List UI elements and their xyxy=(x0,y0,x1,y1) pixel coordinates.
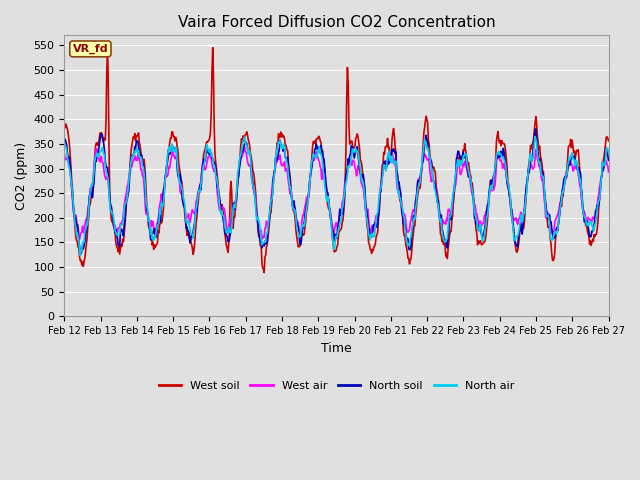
X-axis label: Time: Time xyxy=(321,342,352,355)
Line: North air: North air xyxy=(65,136,609,255)
West air xyxy=(76,237,83,242)
West air xyxy=(241,144,248,150)
North air xyxy=(182,219,190,225)
Y-axis label: CO2 (ppm): CO2 (ppm) xyxy=(15,142,28,210)
North air xyxy=(127,159,135,165)
North air xyxy=(403,240,411,245)
West air xyxy=(61,152,68,157)
West air xyxy=(127,162,135,168)
North soil xyxy=(211,161,219,167)
Text: VR_fd: VR_fd xyxy=(72,44,108,54)
West soil xyxy=(211,152,219,158)
West air xyxy=(605,169,612,175)
North soil xyxy=(76,252,84,257)
West air xyxy=(70,211,78,217)
West soil xyxy=(404,255,412,261)
West air xyxy=(404,229,412,235)
West air xyxy=(182,215,190,220)
North air xyxy=(211,165,219,171)
West air xyxy=(420,153,428,159)
West soil xyxy=(127,149,135,155)
North soil xyxy=(532,126,540,132)
North soil xyxy=(419,158,427,164)
North soil xyxy=(403,236,411,242)
Line: West air: West air xyxy=(65,147,609,240)
North air xyxy=(61,140,68,146)
West soil xyxy=(605,138,612,144)
North air xyxy=(419,149,427,155)
West soil xyxy=(420,130,428,136)
West air xyxy=(211,167,219,172)
West soil xyxy=(61,124,68,130)
Line: North soil: North soil xyxy=(65,129,609,254)
North air xyxy=(70,212,78,218)
North soil xyxy=(61,137,68,143)
Legend: West soil, West air, North soil, North air: West soil, West air, North soil, North a… xyxy=(154,376,519,395)
West soil xyxy=(104,45,111,50)
West soil xyxy=(260,270,268,276)
North air xyxy=(605,150,612,156)
Line: West soil: West soil xyxy=(65,48,609,273)
West soil xyxy=(182,224,190,229)
North air xyxy=(531,133,539,139)
West soil xyxy=(70,216,78,221)
North soil xyxy=(605,157,612,163)
North soil xyxy=(127,156,135,162)
Title: Vaira Forced Diffusion CO2 Concentration: Vaira Forced Diffusion CO2 Concentration xyxy=(178,15,495,30)
North soil xyxy=(70,210,78,216)
North air xyxy=(76,252,84,258)
North soil xyxy=(182,226,190,231)
